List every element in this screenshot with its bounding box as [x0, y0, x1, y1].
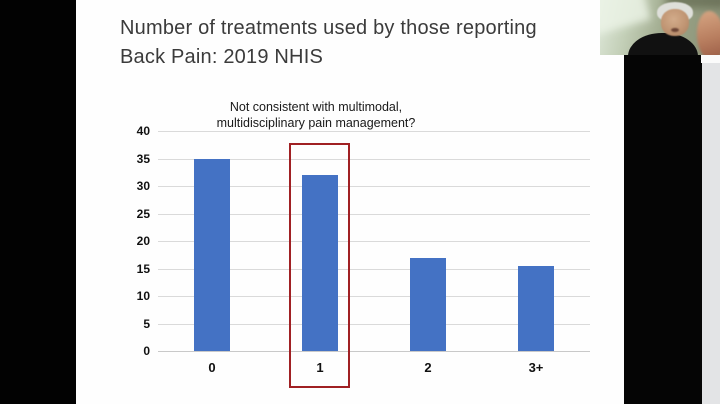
y-axis-tick-label: 20	[136, 234, 150, 248]
video-panel-background	[624, 0, 702, 404]
y-axis-tick-label: 0	[143, 344, 150, 358]
gridline	[158, 213, 590, 215]
x-axis-category-label: 2	[424, 360, 432, 375]
gridline	[158, 186, 590, 187]
chart-annotation: Not consistent with multimodal, multidis…	[216, 100, 416, 130]
y-axis-tick-label: 15	[136, 261, 150, 276]
y-axis-tick-label: 25	[136, 206, 150, 221]
right-edge-rail-highlight	[701, 55, 720, 63]
gridline	[158, 296, 590, 297]
gridline	[158, 131, 590, 132]
right-edge-rail	[702, 0, 720, 404]
gridline	[158, 241, 590, 242]
y-axis-tick-label: 35	[136, 151, 150, 166]
chart-bar-0	[194, 158, 230, 351]
webcam-video-tile[interactable]	[600, 0, 720, 55]
chart-bar-2	[410, 257, 446, 351]
x-axis-category-label: 3+	[528, 360, 544, 375]
presenter-body	[628, 33, 698, 55]
y-axis-tick-label: 40	[136, 124, 150, 138]
gridline	[158, 351, 590, 352]
letterbox-left	[0, 0, 76, 404]
y-axis-tick-label: 30	[136, 179, 150, 193]
webcam-background-shadow	[666, 0, 720, 8]
chart-bar-3+	[518, 265, 554, 351]
presentation-slide: Number of treatments used by those repor…	[76, 0, 624, 404]
slide-title: Number of treatments used by those repor…	[120, 17, 537, 68]
gridline	[158, 323, 590, 325]
gridline	[158, 268, 590, 270]
x-axis-category-label: 0	[208, 360, 216, 375]
webcam-background-light	[600, 0, 651, 36]
presenter-mouth	[671, 28, 679, 32]
x-axis-category-label: 1	[316, 360, 324, 375]
chart-bar-1	[302, 175, 338, 351]
highlight-box	[289, 143, 350, 388]
presenter-hand	[697, 11, 720, 55]
y-axis-tick-label: 10	[136, 289, 150, 303]
gridline	[158, 158, 590, 160]
y-axis-tick-label: 5	[143, 316, 150, 331]
